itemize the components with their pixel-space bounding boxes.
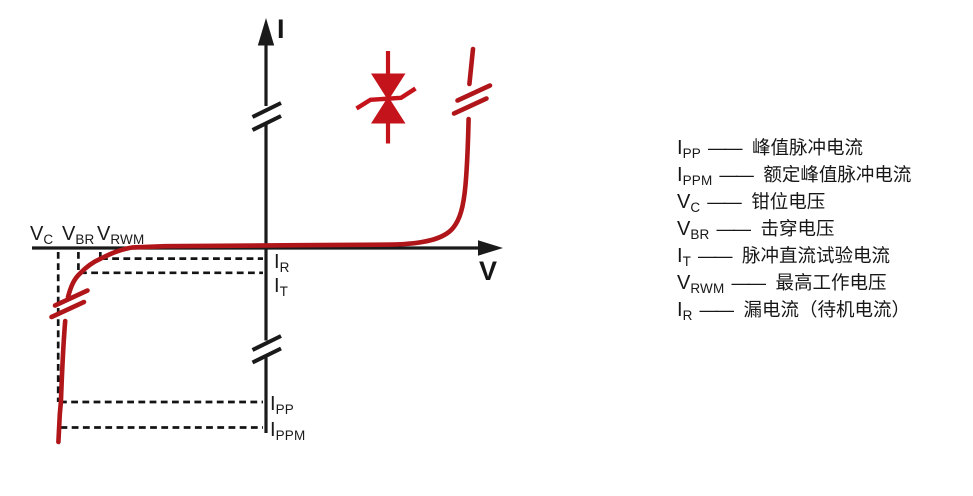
y-axis-label: I	[277, 14, 285, 44]
legend-symbol-main: I	[677, 164, 683, 186]
legend-item-it: IT —— 脉冲直流试验电流	[677, 242, 911, 269]
label-vbr-main: V	[62, 223, 76, 245]
legend-dash: ——	[707, 192, 742, 212]
legend-symbol-main: V	[677, 218, 691, 240]
label-vbr-sub: BR	[75, 232, 95, 247]
legend-item-vc: VC —— 钳位电压	[677, 188, 911, 215]
legend-text: 击穿电压	[760, 218, 835, 239]
diode-lower-triangle	[371, 96, 406, 124]
legend-text: 额定峰值脉冲电流	[763, 164, 912, 185]
legend-text: 漏电流（待机电流）	[743, 299, 911, 320]
legend-dash: ——	[698, 246, 733, 266]
label-vbr: VBR	[62, 224, 95, 247]
legend-symbol-sub: C	[690, 200, 701, 215]
label-ir: IR	[274, 252, 290, 275]
legend-item-ir: IR —— 漏电流（待机电流）	[677, 296, 911, 323]
label-ippm-main: I	[270, 419, 276, 441]
legend-symbol-sub: R	[682, 308, 693, 323]
iv-curve-main-branch	[65, 116, 471, 300]
legend-text: 最高工作电压	[775, 272, 887, 293]
x-axis-arrowhead-icon	[478, 240, 503, 256]
diode-upper-triangle	[371, 73, 406, 101]
legend-dash: ——	[719, 165, 754, 185]
label-vc: VC	[30, 224, 53, 247]
legend-symbol-sub: RWM	[690, 281, 725, 296]
legend-symbol-main: I	[677, 299, 683, 321]
iv-curve-upper-right-branch	[467, 46, 476, 87]
legend: IPP —— 峰值脉冲电流 IPPM —— 额定峰值脉冲电流 VC —— 钳位电压 VBR —…	[677, 134, 911, 323]
legend-text: 钳位电压	[751, 191, 826, 212]
label-ippm: IPPM	[270, 420, 305, 443]
axis-break-lower-slash-icon	[251, 346, 282, 365]
label-it: IT	[274, 276, 288, 299]
legend-text: 峰值脉冲电流	[751, 137, 863, 158]
label-vrwm-sub: RWM	[110, 232, 145, 247]
legend-dash: ——	[731, 273, 766, 293]
legend-symbol-main: I	[677, 137, 683, 159]
legend-symbol-sub: PPM	[682, 173, 713, 188]
label-it-main: I	[274, 275, 280, 297]
legend-item-ipp: IPP —— 峰值脉冲电流	[677, 134, 911, 161]
iv-curve-lower-left-branch	[56, 318, 68, 445]
axis-break-upper-slash-icon	[251, 101, 282, 119]
y-axis-arrowhead-icon	[257, 18, 275, 46]
legend-dash: ——	[716, 219, 752, 239]
legend-symbol-main: V	[677, 272, 691, 294]
label-vc-sub: C	[43, 232, 54, 247]
legend-symbol: VC	[677, 191, 701, 215]
label-ippm-sub: PPM	[275, 428, 306, 443]
label-vrwm-main: V	[97, 223, 111, 245]
label-vc-main: V	[30, 223, 44, 245]
legend-item-vbr: VBR —— 击穿电压	[677, 215, 911, 242]
legend-text: 脉冲直流试验电流	[742, 245, 891, 266]
legend-dash: ——	[707, 138, 743, 158]
label-ir-main: I	[274, 251, 280, 273]
diode-zener-bar	[355, 86, 417, 111]
legend-symbol-main: V	[677, 191, 691, 213]
iv-curve	[56, 46, 476, 445]
curve-break-left-slash-icon	[52, 288, 90, 308]
label-vrwm: VRWM	[97, 224, 144, 247]
legend-item-vrwm: VRWM —— 最高工作电压	[677, 269, 911, 296]
x-axis-label: V	[479, 256, 498, 286]
legend-symbol: VRWM	[677, 272, 725, 296]
legend-symbol: VBR	[677, 218, 710, 242]
legend-symbol-sub: PP	[682, 146, 701, 161]
legend-item-ippm: IPPM —— 额定峰值脉冲电流	[677, 161, 911, 188]
curve-break-left-slash-icon	[49, 299, 87, 320]
label-ir-sub: R	[279, 260, 290, 275]
y-axis-break-marks	[251, 101, 282, 365]
dashed-guide-lines	[56, 252, 263, 429]
label-ipp-main: I	[270, 393, 276, 415]
curve-break-right-slash-icon	[451, 96, 489, 116]
axis-break-lower-slash-icon	[251, 334, 282, 352]
legend-symbol-sub: T	[682, 254, 692, 269]
legend-dash: ——	[699, 300, 735, 320]
tvs-diode-icon	[355, 51, 417, 144]
legend-symbol-main: I	[677, 245, 683, 267]
label-it-sub: T	[279, 284, 289, 299]
legend-symbol: IR	[677, 299, 693, 323]
axis-break-upper-slash-icon	[251, 114, 282, 132]
legend-symbol: IPP	[677, 137, 701, 161]
label-ipp: IPP	[270, 394, 294, 417]
curve-break-right-slash-icon	[455, 83, 493, 103]
curve-break-marks	[49, 83, 493, 320]
axes	[32, 42, 484, 433]
legend-symbol-sub: BR	[690, 227, 710, 242]
legend-symbol: IT	[677, 245, 692, 269]
label-ipp-sub: PP	[275, 402, 294, 417]
legend-symbol: IPPM	[677, 164, 713, 188]
